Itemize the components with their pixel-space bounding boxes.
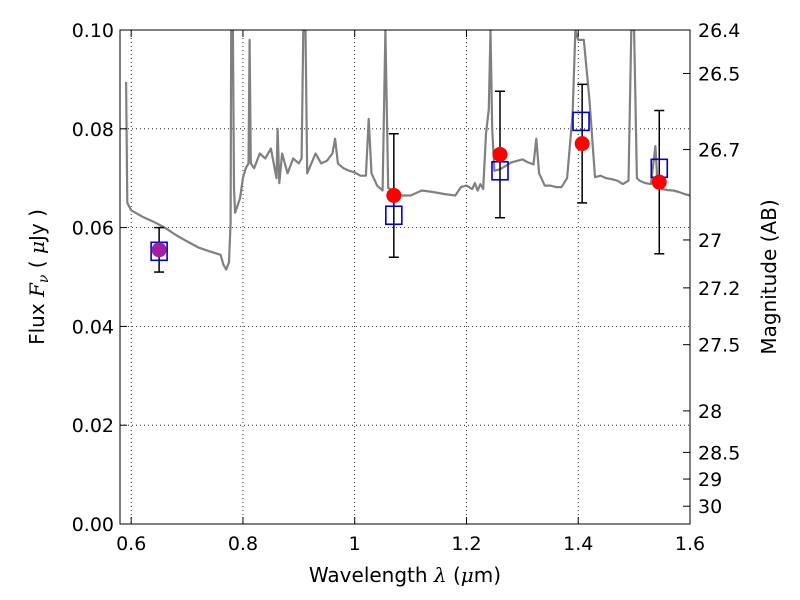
y2-tick-label: 29: [698, 469, 722, 491]
y-tick-label: 0.10: [72, 20, 114, 42]
y2-tick-label: 26.4: [698, 20, 740, 42]
model-flux-square: [385, 205, 403, 226]
y-tick-label: 0.04: [72, 316, 114, 338]
y2-axis-label: Magnitude (AB): [757, 199, 781, 354]
tick-labels: 0.6 0.8 1 1.2 1.4 1.6 0.00 0.02 0.04 0.06 0.08 0.10…: [72, 20, 741, 555]
y-tick-label: 0.08: [72, 119, 114, 141]
y2-tick-label: 26.7: [698, 140, 740, 162]
y2-tick-label: 27.5: [698, 335, 740, 357]
y2-tick-label: 27: [698, 230, 722, 252]
x-tick-label: 0.8: [228, 533, 258, 555]
model-flux-square: [150, 241, 168, 262]
y-tick-label: 0.00: [72, 514, 114, 536]
y2-tick-label: 27.2: [698, 278, 740, 300]
observed-flux-point: [492, 146, 508, 162]
x-tick-label: 1.4: [563, 533, 593, 555]
model-flux-square: [572, 111, 590, 132]
x-axis-label: Wavelength λ (μm): [309, 563, 501, 587]
x-tick-label: 0.6: [116, 533, 146, 555]
plot-background: [120, 30, 690, 524]
x-tick-label: 1.6: [675, 533, 705, 555]
y-axis-label: Flux Fν ( μJy ): [25, 209, 52, 345]
observed-flux-point: [386, 187, 402, 203]
observed-flux-point: [151, 242, 167, 258]
axis-ticks: [120, 29, 691, 525]
y2-tick-label: 26.5: [698, 63, 740, 85]
y-tick-label: 0.06: [72, 218, 114, 240]
x-tick-label: 1: [349, 533, 361, 555]
y2-tick-label: 28: [698, 401, 722, 423]
y2-tick-label: 30: [698, 496, 722, 518]
observed-flux-point: [651, 174, 667, 190]
x-tick-label: 1.2: [451, 533, 481, 555]
observed-flux-point: [574, 136, 590, 152]
data-markers: [150, 83, 669, 273]
plot-frame: [119, 29, 691, 525]
y-tick-label: 0.02: [72, 415, 114, 437]
y2-tick-label: 28.5: [698, 442, 740, 464]
